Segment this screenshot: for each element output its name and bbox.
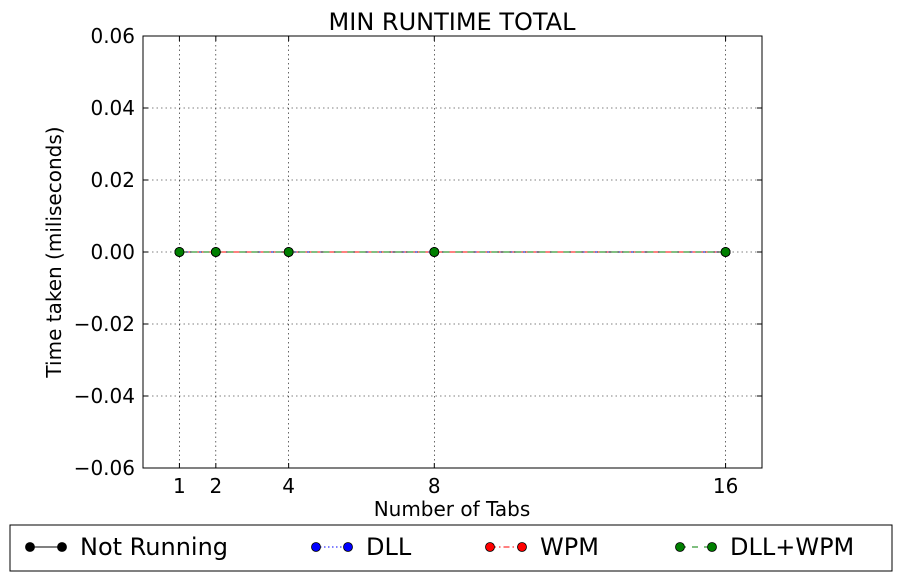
legend-label: DLL+WPM <box>730 533 854 561</box>
legend-label: DLL <box>366 533 412 561</box>
data-point <box>429 247 440 257</box>
y-tick-labels: −0.06 −0.04 −0.02 0.00 0.02 0.04 0.06 <box>74 24 135 480</box>
tick-marks <box>143 35 762 469</box>
legend-label: WPM <box>540 533 599 561</box>
series-layer <box>174 247 731 257</box>
y-tick-label: 0.06 <box>90 24 135 48</box>
x-tick-labels: 1 2 4 8 16 <box>173 474 738 498</box>
legend-marker <box>517 542 527 552</box>
y-tick-label: −0.04 <box>74 384 135 408</box>
y-tick-label: 0.04 <box>90 96 135 120</box>
chart-title: MIN RUNTIME TOTAL <box>329 8 577 36</box>
legend-marker <box>57 542 67 552</box>
x-tick-label: 4 <box>282 474 295 498</box>
data-point <box>283 247 294 257</box>
x-axis-label: Number of Tabs <box>374 497 531 521</box>
legend-marker <box>707 542 717 552</box>
y-tick-label: −0.06 <box>74 456 135 480</box>
legend: Not Running DLL WPM DLL+WPM <box>9 524 893 572</box>
legend-marker <box>485 542 495 552</box>
data-point <box>720 247 731 257</box>
legend-label: Not Running <box>80 533 228 561</box>
x-tick-label: 8 <box>428 474 441 498</box>
x-tick-label: 1 <box>173 474 186 498</box>
x-tick-label: 16 <box>713 474 738 498</box>
y-tick-label: 0.00 <box>90 240 135 264</box>
y-tick-label: −0.02 <box>74 312 135 336</box>
legend-marker <box>675 542 685 552</box>
y-tick-label: 0.02 <box>90 168 135 192</box>
data-point <box>174 247 185 257</box>
legend-marker <box>343 542 353 552</box>
legend-marker <box>25 542 35 552</box>
legend-marker <box>311 542 321 552</box>
data-point <box>210 247 221 257</box>
legend-frame <box>9 524 893 572</box>
y-axis-label: Time taken (miliseconds) <box>42 126 66 378</box>
x-tick-label: 2 <box>209 474 222 498</box>
